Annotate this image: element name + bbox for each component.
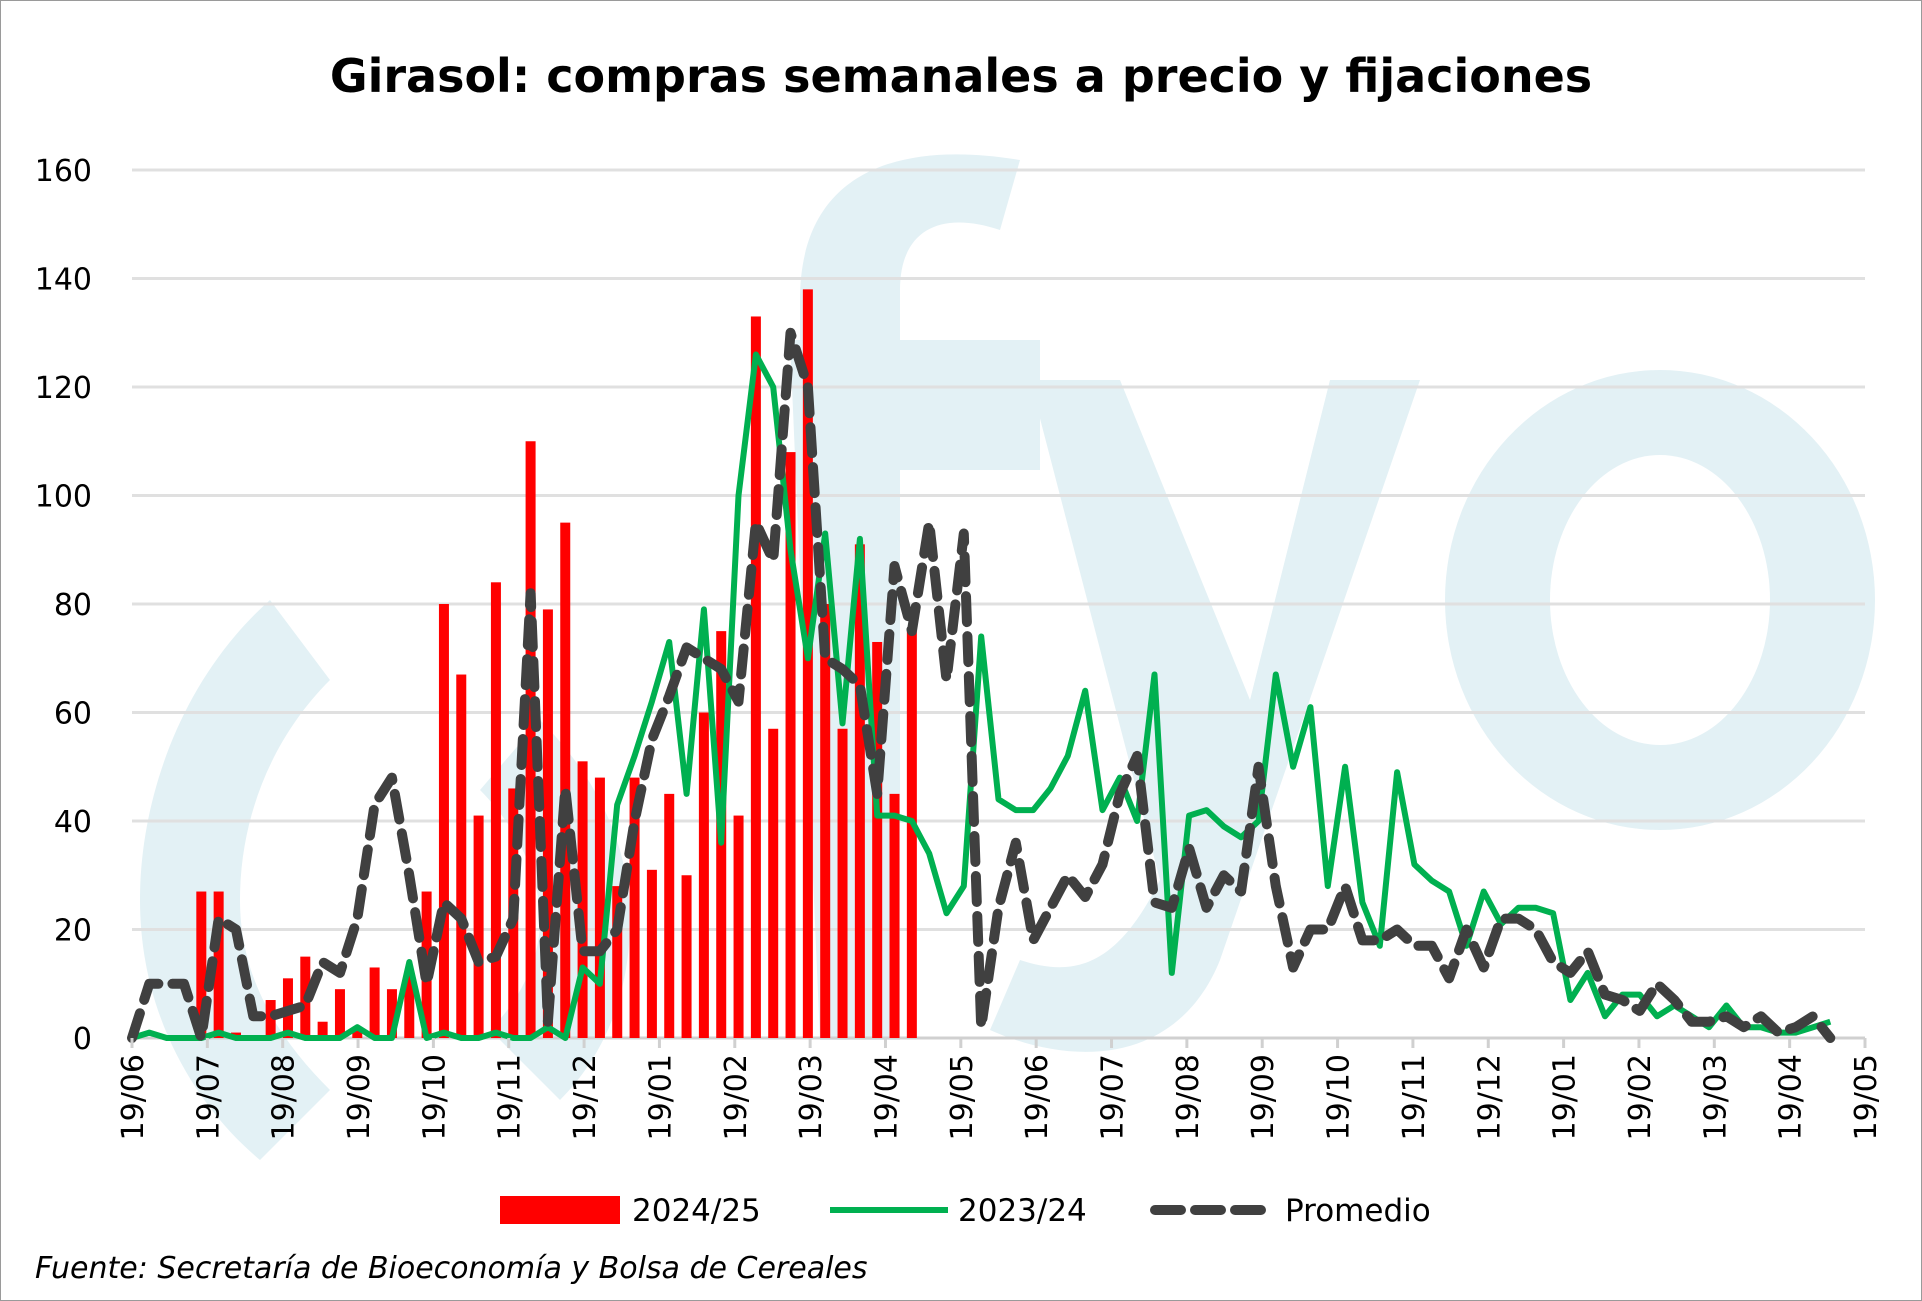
x-tick-label: 19/11 (1397, 1054, 1432, 1140)
legend-label-promedio: Promedio (1285, 1193, 1431, 1229)
bar (473, 815, 484, 1038)
x-tick-label: 19/04 (1774, 1054, 1809, 1140)
bar (750, 316, 761, 1039)
bar (369, 967, 380, 1038)
y-tick-label: 100 (35, 480, 92, 515)
bar (820, 604, 831, 1038)
legend-swatch-2024-25 (500, 1196, 620, 1224)
bar (733, 815, 744, 1038)
x-tick-label: 19/05 (1849, 1054, 1884, 1140)
y-tick-label: 140 (35, 263, 92, 298)
x-tick-label: 19/02 (1623, 1054, 1658, 1140)
series-line-promedio (127, 327, 1836, 1043)
x-tick-label: 19/12 (1472, 1054, 1507, 1140)
x-tick-label: 19/02 (719, 1054, 754, 1140)
bar (768, 728, 779, 1038)
bar (837, 728, 848, 1038)
x-tick-label: 19/07 (1096, 1054, 1131, 1140)
source-note: Fuente: Secretaría de Bioeconomía y Bols… (35, 1251, 868, 1286)
y-axis-ticks: 0 20 40 60 80 100 120 140 160 (35, 154, 92, 1057)
line-series (127, 327, 1836, 1043)
bar (196, 891, 207, 1038)
bar (213, 891, 224, 1038)
bar (594, 777, 605, 1038)
bar (456, 674, 467, 1038)
bar (438, 604, 449, 1038)
x-tick-label: 19/11 (493, 1054, 528, 1140)
bar (577, 761, 588, 1038)
x-tick-label: 19/09 (342, 1054, 377, 1140)
bar (664, 793, 675, 1038)
y-tick-label: 120 (35, 371, 92, 406)
x-tick-label: 19/06 (1020, 1054, 1055, 1140)
bar (802, 289, 813, 1039)
bar (785, 452, 796, 1039)
x-tick-label: 19/04 (869, 1054, 904, 1140)
bar (352, 1027, 363, 1038)
bar (629, 777, 640, 1038)
x-tick-label: 19/10 (417, 1054, 452, 1140)
x-tick-label: 19/08 (1171, 1054, 1206, 1140)
x-tick-label: 19/03 (1698, 1054, 1733, 1140)
x-tick-label: 19/07 (191, 1054, 226, 1140)
bar (542, 609, 553, 1038)
bar (646, 869, 657, 1038)
x-axis-ticks: 19/06 19/07 19/08 19/09 19/10 19/11 19/12 19/01… (116, 1038, 1884, 1140)
bar (404, 972, 415, 1038)
bar (525, 441, 536, 1038)
watermark-o-hole (1550, 455, 1770, 745)
y-tick-label: 60 (54, 697, 92, 732)
chart-title: Girasol: compras semanales a precio y fi… (330, 49, 1592, 103)
x-tick-label: 19/10 (1322, 1054, 1357, 1140)
x-tick-label: 19/09 (1246, 1054, 1281, 1140)
bar (889, 793, 900, 1038)
bar (265, 1000, 276, 1038)
legend-label-2024-25: 2024/25 (632, 1193, 761, 1229)
x-tick-label: 19/08 (267, 1054, 302, 1140)
x-tick-label: 19/05 (945, 1054, 980, 1140)
bar (334, 989, 345, 1038)
legend: 2024/25 2023/24 Promedio (500, 1193, 1431, 1229)
y-tick-label: 20 (54, 914, 92, 949)
bar (386, 989, 397, 1038)
x-tick-label: 19/03 (794, 1054, 829, 1140)
x-tick-label: 19/01 (643, 1054, 678, 1140)
gridlines (132, 168, 1865, 1040)
y-tick-label: 40 (54, 805, 92, 840)
bar (490, 582, 501, 1038)
y-tick-label: 80 (54, 588, 92, 623)
bar (906, 631, 917, 1038)
bar (681, 875, 692, 1038)
y-tick-label: 160 (35, 154, 92, 189)
bar (698, 712, 709, 1038)
x-tick-label: 19/06 (116, 1054, 151, 1140)
bar (612, 886, 623, 1038)
bar (317, 1021, 328, 1038)
legend-label-2023-24: 2023/24 (958, 1193, 1087, 1229)
bar (560, 522, 571, 1038)
y-tick-label: 0 (73, 1022, 92, 1057)
bar (872, 641, 883, 1038)
bar (854, 544, 865, 1038)
x-tick-label: 19/12 (568, 1054, 603, 1140)
x-tick-label: 19/01 (1548, 1054, 1583, 1140)
